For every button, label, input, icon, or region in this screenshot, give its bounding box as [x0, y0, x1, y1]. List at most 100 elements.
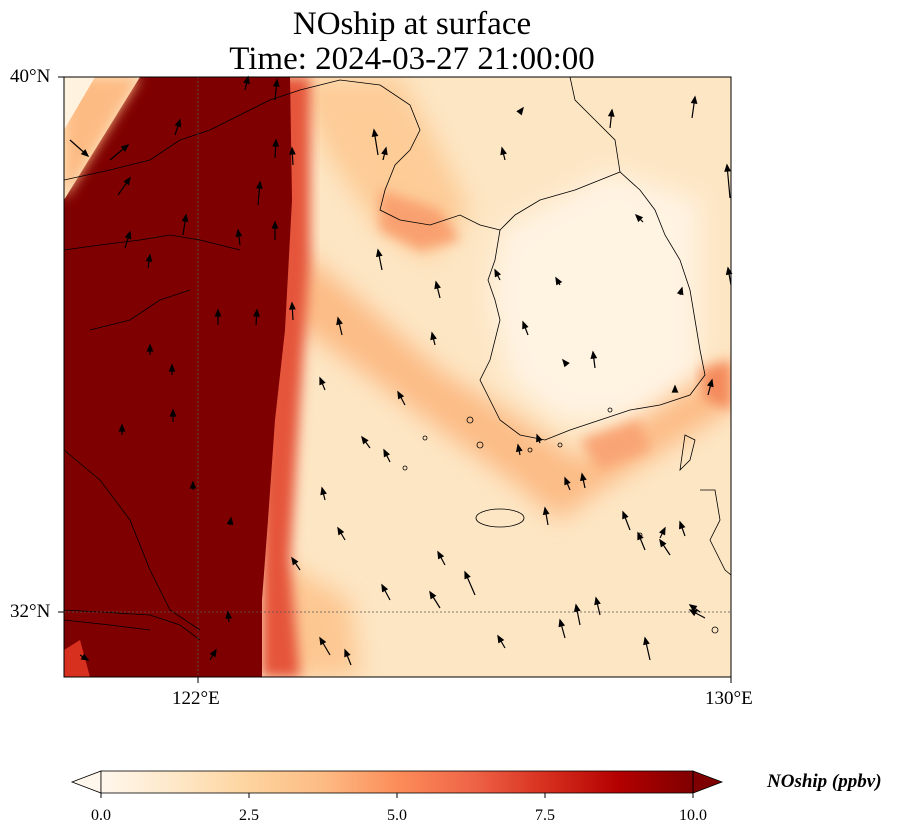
wind-vector-head — [562, 358, 570, 368]
wind-vector-head — [243, 75, 250, 85]
wind-vector-head — [622, 510, 629, 520]
wind-vector-head — [235, 228, 243, 237]
wind-vector-head — [707, 378, 714, 388]
wind-vector-head — [637, 531, 644, 541]
wind-vector-head — [256, 180, 263, 189]
wind-vector-head — [168, 363, 176, 372]
wind-vector-head — [371, 128, 379, 138]
wind-vector-head — [319, 376, 326, 386]
lat-label-32n: 32°N — [10, 601, 51, 622]
wind-vector-head — [80, 653, 90, 661]
wind-vector-head — [80, 149, 90, 158]
axis-ticks — [58, 76, 732, 683]
wind-vector-head — [145, 253, 153, 263]
wind-vector-head — [225, 610, 233, 619]
wind-vector-head — [643, 636, 650, 646]
wind-vector-head — [209, 648, 217, 658]
wind-vector-head — [500, 146, 507, 156]
wind-vector-head — [272, 78, 280, 87]
concentration-field — [64, 77, 731, 677]
wind-vector-head — [189, 480, 197, 489]
coastlines — [64, 77, 731, 641]
wind-vector-head — [594, 596, 601, 606]
wind-vector-head — [434, 280, 441, 290]
wind-vector-head — [291, 556, 299, 566]
wind-vector-head — [288, 146, 296, 155]
wind-vector-head — [580, 472, 587, 482]
wind-vector-head — [174, 118, 182, 128]
wind-vector-head — [564, 476, 571, 486]
wind-vector-head — [724, 163, 731, 172]
wind-vector-head — [226, 516, 234, 526]
wind-vector-head — [381, 146, 388, 156]
wind-vector-head — [494, 268, 501, 278]
wind-vector-head — [590, 350, 598, 359]
map-title-line1: NOship at surface — [292, 6, 532, 42]
colorbar-tick-5: 5.0 — [387, 807, 407, 824]
wind-vector-head — [383, 448, 390, 458]
colorbar-tick-2-5: 2.5 — [239, 807, 259, 824]
colorbar-tick-10: 10.0 — [679, 807, 707, 824]
colorbar-extend-max — [692, 770, 724, 794]
wind-vector-head — [676, 286, 684, 296]
wind-vector-head — [120, 144, 130, 152]
wind-vector-head — [320, 486, 327, 496]
wind-vector-head — [688, 604, 698, 612]
colorbar — [70, 770, 724, 798]
map-title-line2: Time: 2024-03-27 21:00:00 — [229, 41, 595, 77]
lon-label-130e: 130°E — [705, 688, 753, 709]
wind-vector-head — [381, 583, 389, 593]
wind-vector-head — [542, 506, 550, 516]
wind-vector-head — [679, 520, 686, 530]
wind-vector-head — [214, 308, 222, 317]
wind-vector-head — [671, 384, 679, 393]
wind-vector-head — [659, 538, 667, 548]
wind-vector-head — [397, 390, 405, 400]
wind-vector-head — [146, 343, 154, 352]
wind-vector-head — [319, 636, 327, 646]
wind-vector-head — [464, 570, 471, 580]
wind-vector-head — [497, 634, 505, 644]
colorbar-tick-0: 0.0 — [91, 807, 111, 824]
wind-vector-head — [516, 106, 524, 116]
wind-vector-head — [690, 95, 698, 105]
wind-vector-head — [181, 213, 189, 223]
map-frame — [63, 76, 732, 678]
lat-label-40n: 40°N — [10, 66, 51, 87]
colorbar-tick-7-5: 7.5 — [535, 807, 555, 824]
wind-vector-head — [124, 230, 132, 240]
wind-vector-head — [558, 618, 566, 628]
wind-vector-head — [288, 301, 296, 310]
wind-vector-head — [336, 316, 343, 326]
wind-vector-head — [573, 603, 581, 613]
wind-vector-head — [688, 609, 698, 617]
wind-vector-head — [375, 248, 383, 258]
wind-vector-head — [344, 648, 351, 658]
wind-vector-head — [429, 590, 437, 600]
wind-vector-head — [634, 213, 644, 223]
wind-vector-head — [118, 423, 126, 432]
wind-vector-head — [522, 320, 529, 330]
wind-vector-head — [536, 433, 543, 443]
wind-vector-head — [337, 526, 345, 536]
gridlines — [64, 77, 731, 677]
colorbar-title: NOship (ppbv) — [767, 771, 882, 792]
wind-vector-head — [607, 108, 615, 117]
colorbar-gradient — [101, 771, 693, 793]
wind-vectors — [69, 75, 733, 666]
wind-vector-head — [725, 266, 733, 276]
wind-vector-head — [272, 138, 280, 147]
wind-vector-head — [430, 331, 437, 341]
wind-vector-head — [437, 550, 445, 560]
wind-vector-head — [515, 443, 523, 453]
wind-vector-head — [361, 435, 369, 445]
wind-vector-head — [123, 176, 131, 186]
wind-vector-head — [555, 276, 563, 286]
lon-label-122e: 122°E — [172, 688, 220, 709]
colorbar-extend-min — [70, 770, 102, 794]
wind-vector-head — [253, 308, 260, 317]
wind-vector-head — [169, 408, 177, 417]
wind-vector-head — [271, 220, 279, 229]
wind-vector-head — [659, 526, 666, 536]
